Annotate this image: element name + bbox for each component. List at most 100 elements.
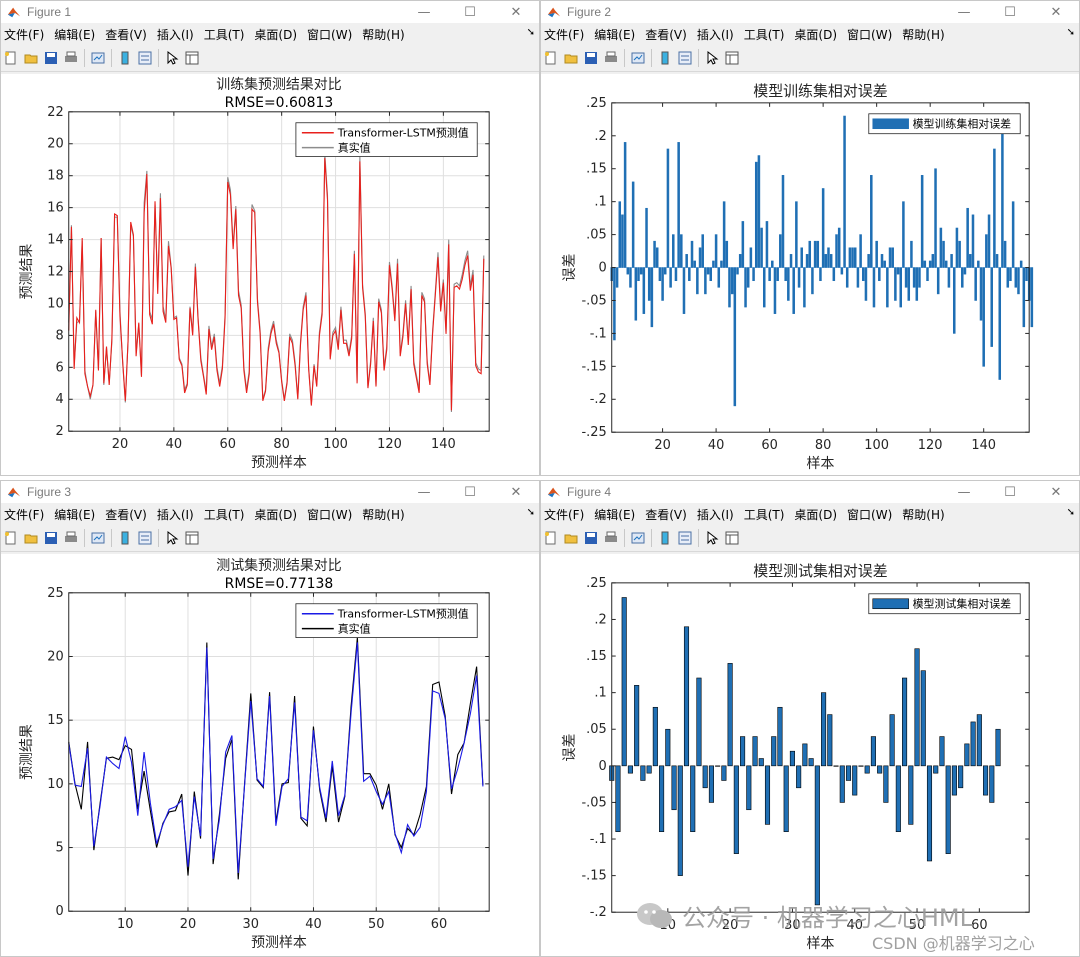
menu-view[interactable]: 查看(V) [105, 27, 147, 42]
property-inspector-icon[interactable] [724, 530, 740, 546]
pointer-icon[interactable] [704, 530, 720, 546]
menu-insert[interactable]: 插入(I) [156, 507, 194, 522]
menu-tools[interactable]: 工具(T) [203, 507, 245, 522]
pointer-icon[interactable] [164, 530, 180, 546]
open-file-icon[interactable] [563, 50, 579, 66]
legend-icon[interactable] [677, 530, 693, 546]
print-icon[interactable] [603, 530, 619, 546]
toolbar-separator [651, 529, 652, 547]
menu-edit[interactable]: 编辑(E) [594, 507, 636, 522]
menu-overflow-icon[interactable]: ➘ [526, 27, 535, 38]
close-button[interactable]: ✕ [510, 4, 522, 20]
print-icon[interactable] [63, 530, 79, 546]
menu-file[interactable]: 文件(F) [544, 27, 585, 42]
menu-file[interactable]: 文件(F) [4, 507, 45, 522]
menu-edit[interactable]: 编辑(E) [54, 27, 96, 42]
link-plot-icon[interactable] [630, 530, 646, 546]
link-plot-icon[interactable] [90, 50, 106, 66]
bar [808, 758, 814, 767]
open-file-icon[interactable] [23, 530, 39, 546]
wechat-watermark: 公众号 · 机器学习之心HML [636, 898, 973, 933]
colorbar-icon[interactable] [117, 530, 133, 546]
maximize-button[interactable]: ☐ [464, 4, 476, 20]
pointer-icon[interactable] [704, 50, 720, 66]
maximize-button[interactable]: ☐ [464, 484, 476, 500]
menu-view[interactable]: 查看(V) [645, 27, 687, 42]
menu-view[interactable]: 查看(V) [645, 507, 687, 522]
menu-help[interactable]: 帮助(H) [362, 27, 405, 42]
link-plot-icon[interactable] [90, 530, 106, 546]
menu-desktop[interactable]: 桌面(D) [794, 27, 838, 42]
menu-insert[interactable]: 插入(I) [696, 27, 734, 42]
save-icon[interactable] [583, 530, 599, 546]
new-figure-icon[interactable] [543, 530, 559, 546]
property-inspector-icon[interactable] [184, 530, 200, 546]
minimize-button[interactable]: — [417, 4, 431, 20]
toolbar-separator [111, 49, 112, 67]
menu-view[interactable]: 查看(V) [105, 507, 147, 522]
colorbar-icon[interactable] [657, 50, 673, 66]
menu-help[interactable]: 帮助(H) [902, 507, 945, 522]
menu-window[interactable]: 窗口(W) [307, 507, 353, 522]
bar [958, 765, 964, 789]
menu-help[interactable]: 帮助(H) [902, 27, 945, 42]
save-icon[interactable] [43, 50, 59, 66]
menu-tools[interactable]: 工具(T) [743, 507, 785, 522]
menu-insert[interactable]: 插入(I) [156, 27, 194, 42]
colorbar-icon[interactable] [657, 530, 673, 546]
legend-icon[interactable] [137, 50, 153, 66]
new-figure-icon[interactable] [3, 50, 19, 66]
open-file-icon[interactable] [23, 50, 39, 66]
bar [652, 706, 658, 767]
matlab-icon [7, 7, 21, 18]
property-inspector-icon[interactable] [184, 50, 200, 66]
bar [816, 240, 820, 268]
menu-insert[interactable]: 插入(I) [696, 507, 734, 522]
legend-icon[interactable] [677, 50, 693, 66]
colorbar-icon[interactable] [117, 50, 133, 66]
new-figure-icon[interactable] [3, 530, 19, 546]
menu-desktop[interactable]: 桌面(D) [254, 507, 298, 522]
maximize-button[interactable]: ☐ [1004, 484, 1016, 500]
pointer-icon[interactable] [164, 50, 180, 66]
menu-help[interactable]: 帮助(H) [362, 507, 405, 522]
maximize-button[interactable]: ☐ [1004, 4, 1016, 20]
close-button[interactable]: ✕ [1050, 4, 1062, 20]
minimize-button[interactable]: — [957, 4, 971, 20]
bar [910, 240, 913, 268]
menu-window[interactable]: 窗口(W) [307, 27, 353, 42]
menu-overflow-icon[interactable]: ➘ [526, 507, 535, 518]
menu-file[interactable]: 文件(F) [544, 507, 585, 522]
bar [976, 714, 982, 767]
new-figure-icon[interactable] [543, 50, 559, 66]
chart-title: 测试集预测结果对比 [216, 557, 341, 574]
bar [645, 207, 648, 268]
minimize-button[interactable]: — [417, 484, 431, 500]
open-file-icon[interactable] [563, 530, 579, 546]
menu-edit[interactable]: 编辑(E) [54, 507, 96, 522]
link-plot-icon[interactable] [630, 50, 646, 66]
close-button[interactable]: ✕ [510, 484, 522, 500]
series-line [68, 642, 484, 874]
menu-window[interactable]: 窗口(W) [847, 27, 893, 42]
print-icon[interactable] [603, 50, 619, 66]
menu-window[interactable]: 窗口(W) [847, 507, 893, 522]
save-icon[interactable] [43, 530, 59, 546]
bar [688, 267, 691, 282]
menu-desktop[interactable]: 桌面(D) [254, 27, 298, 42]
menu-file[interactable]: 文件(F) [4, 27, 45, 42]
minimize-button[interactable]: — [957, 484, 971, 500]
print-icon[interactable] [63, 50, 79, 66]
menu-tools[interactable]: 工具(T) [203, 27, 245, 42]
property-inspector-icon[interactable] [724, 50, 740, 66]
menu-edit[interactable]: 编辑(E) [594, 27, 636, 42]
y-axis-label: 预测结果 [19, 724, 35, 780]
menu-desktop[interactable]: 桌面(D) [794, 507, 838, 522]
save-icon[interactable] [583, 50, 599, 66]
close-button[interactable]: ✕ [1050, 484, 1062, 500]
y-tick-label: -.05 [581, 293, 606, 308]
legend-icon[interactable] [137, 530, 153, 546]
menu-overflow-icon[interactable]: ➘ [1066, 27, 1075, 38]
menu-tools[interactable]: 工具(T) [743, 27, 785, 42]
menu-overflow-icon[interactable]: ➘ [1066, 507, 1075, 518]
